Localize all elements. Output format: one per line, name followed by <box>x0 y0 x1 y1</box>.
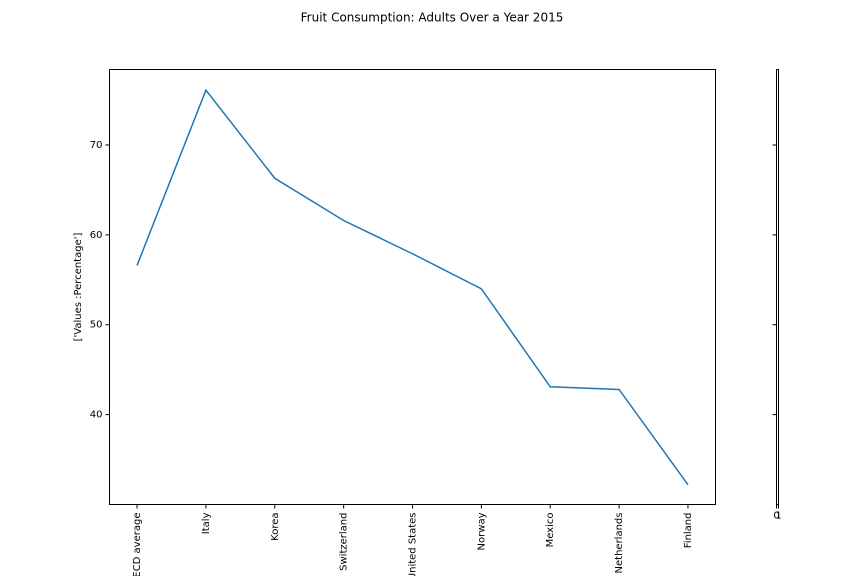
x-tick-label: Netherlands <box>614 513 625 574</box>
x-tick-label: Norway <box>476 512 487 550</box>
x-tick-label: Mexico <box>545 513 556 548</box>
y-axis-label: ['Values :Percentage'] <box>73 233 84 342</box>
y-tick-label: 40 <box>90 410 103 421</box>
x-tick-label: OECD average <box>132 513 143 576</box>
x-tick-label: Finland <box>683 513 694 549</box>
side-panel-x-tick-label: 1 <box>775 511 781 522</box>
chart-title: Fruit Consumption: Adults Over a Year 20… <box>301 11 564 25</box>
side-panel-frame <box>776 69 779 505</box>
x-tick-label: United States <box>408 513 419 576</box>
y-tick-label: 70 <box>90 140 103 151</box>
y-tick-label: 60 <box>90 230 103 241</box>
plot-frame <box>109 69 716 505</box>
x-tick-label: Switzerland <box>339 513 350 571</box>
y-tick-label: 50 <box>90 320 103 331</box>
x-tick-label: Italy <box>201 512 212 534</box>
line <box>136 88 689 486</box>
x-tick-label: Korea <box>270 513 281 541</box>
side-panel-x-tick-label: 0 <box>773 511 779 522</box>
